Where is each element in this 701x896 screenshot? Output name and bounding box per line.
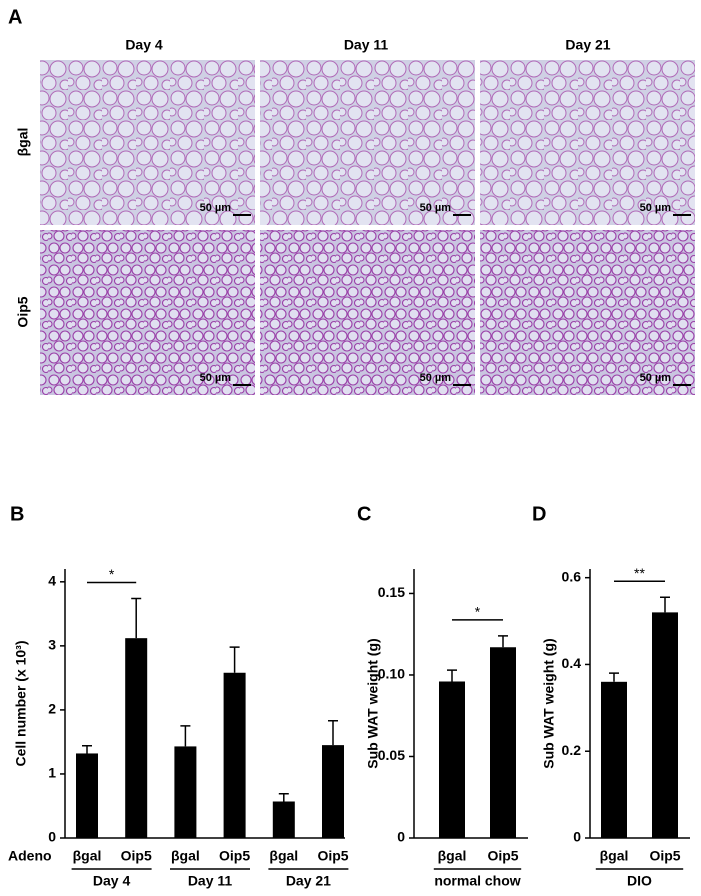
charts: B Cell number (x 10³) 0 1 2 3 4 βgal Oip5 βgal Oip…: [8, 503, 690, 889]
x-tick-label: Oip5: [219, 848, 250, 864]
column-title: Day 4: [125, 37, 163, 53]
bar: [76, 753, 98, 838]
significance-label: **: [634, 565, 645, 581]
group-label: DIO: [627, 873, 652, 889]
panel-label: C: [357, 503, 371, 525]
panel-label: B: [10, 503, 24, 525]
micrograph: [40, 230, 255, 395]
significance-label: *: [109, 566, 115, 582]
bar: [125, 638, 148, 838]
micrograph: [40, 60, 255, 225]
y-tick-label: 0.4: [562, 655, 582, 671]
bar: [601, 681, 627, 838]
y-axis-label: Sub WAT weight (g): [365, 638, 381, 768]
y-tick-label: 0: [397, 829, 405, 845]
scale-bar-label: 50 µm: [420, 372, 452, 384]
y-tick-label: 4: [48, 573, 56, 589]
y-tick-label: 2: [48, 701, 56, 717]
error-bar: [180, 725, 191, 747]
error-bar: [82, 745, 92, 754]
y-tick-label: 0.15: [378, 584, 405, 600]
error-bar: [498, 635, 508, 648]
y-axis-label: Sub WAT weight (g): [541, 638, 557, 768]
y-tick-label: 0.10: [378, 666, 405, 682]
micrograph: [260, 60, 475, 225]
bar: [490, 647, 516, 838]
bar: [174, 746, 197, 838]
x-tick-label: βgal: [600, 848, 629, 864]
scale-bar-label: 50 µm: [200, 372, 232, 384]
scale-bar-label: 50 µm: [640, 202, 672, 214]
y-tick-label: 0: [573, 829, 581, 845]
micrograph: [260, 230, 475, 395]
x-tick-label: Oip5: [649, 848, 680, 864]
group-label: Day 21: [286, 873, 331, 889]
error-bar: [229, 646, 240, 673]
x-tick-label: βgal: [269, 848, 298, 864]
x-tick-label: Oip5: [121, 848, 152, 864]
column-title: Day 11: [344, 37, 389, 53]
row-label: βgal: [15, 128, 31, 157]
micrograph: [480, 60, 695, 225]
panel-label: A: [8, 6, 22, 28]
y-axis-label: Cell number (x 10³): [13, 640, 29, 766]
error-bar: [278, 793, 289, 802]
micrograph: [480, 230, 695, 395]
y-tick-label: 0.05: [378, 747, 405, 763]
micrographs: 50 µm 50 µm 50 µm 50 µm 50 µm 50 µm: [40, 60, 695, 395]
bar: [223, 672, 246, 838]
error-bar: [328, 720, 338, 746]
x-tick-label: Oip5: [487, 848, 518, 864]
bar: [439, 681, 465, 838]
row-label: Oip5: [15, 296, 31, 327]
error-bar: [131, 597, 142, 639]
error-bar: [660, 596, 670, 613]
y-tick-label: 0.2: [562, 742, 582, 758]
column-title: Day 21: [565, 37, 610, 53]
panel-label: D: [532, 503, 546, 525]
x-tick-label: βgal: [438, 848, 467, 864]
scale-bar-label: 50 µm: [200, 202, 232, 214]
y-tick-label: 0.6: [562, 568, 582, 584]
group-label: Day 4: [93, 873, 131, 889]
y-tick-label: 0: [48, 829, 56, 845]
group-label: normal chow: [434, 873, 520, 889]
scale-bar-label: 50 µm: [640, 372, 672, 384]
group-label: Day 11: [188, 873, 233, 889]
x-tick-label: βgal: [73, 848, 102, 864]
error-bar: [609, 672, 619, 682]
y-tick-label: 1: [48, 765, 56, 781]
error-bar: [447, 669, 457, 682]
bar: [272, 801, 295, 838]
x-tick-label: βgal: [171, 848, 200, 864]
scale-bar-label: 50 µm: [420, 202, 452, 214]
bar: [322, 745, 344, 838]
x-tick-label: Oip5: [317, 848, 348, 864]
bar: [652, 612, 678, 838]
y-tick-label: 3: [48, 637, 56, 653]
significance-label: *: [475, 604, 481, 620]
axis-title: Adeno: [8, 848, 52, 864]
